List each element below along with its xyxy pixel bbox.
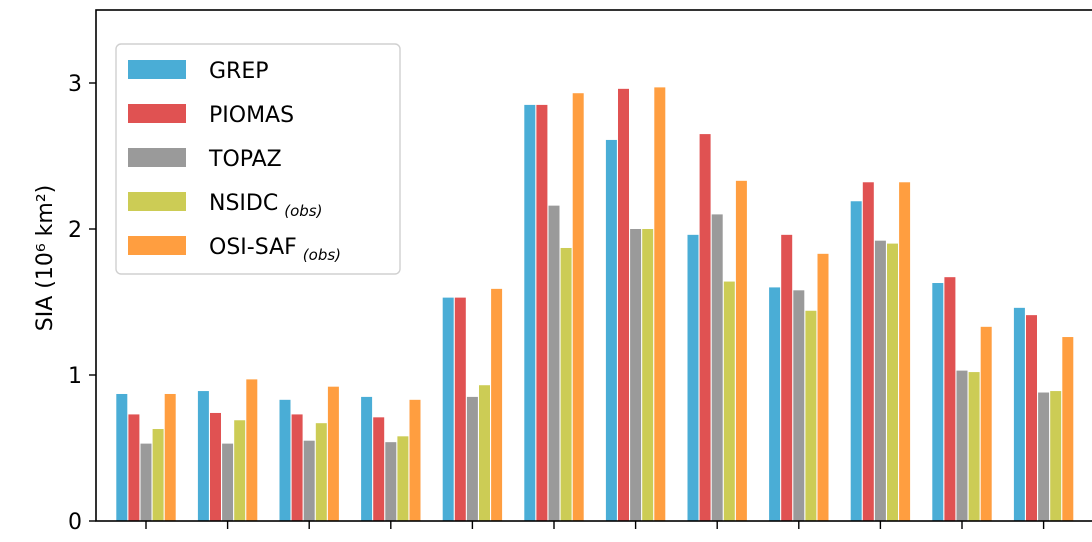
- bar-topaz-6: [548, 205, 560, 521]
- bar-nsidc-9: [805, 310, 817, 521]
- axes-group: 0 1 2 3: [68, 9, 1092, 535]
- legend-swatch-grep: [128, 60, 186, 79]
- bar-osi-saf-3: [327, 386, 339, 521]
- bars-group: [116, 87, 1074, 522]
- bar-grep-12: [1013, 307, 1025, 521]
- legend-label-nsidc: NSIDC (obs): [209, 191, 322, 220]
- bar-osi-saf-2: [246, 379, 258, 521]
- bar-topaz-4: [385, 442, 397, 521]
- bar-piomas-2: [210, 412, 221, 521]
- bar-nsidc-7: [642, 229, 654, 521]
- bar-grep-9: [769, 287, 781, 521]
- bar-grep-5: [442, 297, 454, 521]
- legend-swatch-piomas: [128, 104, 186, 123]
- bar-piomas-7: [618, 88, 629, 521]
- bar-osi-saf-7: [654, 87, 666, 521]
- plot-frame: [95, 9, 1092, 522]
- bar-piomas-10: [862, 182, 874, 521]
- bar-grep-3: [279, 399, 291, 521]
- bar-topaz-9: [793, 290, 805, 521]
- bar-topaz-8: [711, 214, 723, 521]
- bar-grep-2: [197, 391, 209, 521]
- bar-topaz-5: [466, 396, 478, 521]
- bar-topaz-12: [1038, 392, 1050, 521]
- legend-swatch-osi-saf: [128, 236, 186, 255]
- y-axis-label: SIA (10⁶ km²): [33, 185, 58, 331]
- bar-nsidc-8: [723, 281, 735, 521]
- bar-osi-saf-11: [980, 326, 992, 521]
- y-tick-label-3: 3: [68, 72, 82, 97]
- bar-piomas-4: [373, 417, 385, 521]
- bar-nsidc-2: [234, 420, 246, 521]
- bar-piomas-5: [454, 297, 466, 521]
- bar-grep-10: [850, 201, 862, 521]
- bar-piomas-6: [536, 104, 548, 522]
- bar-osi-saf-12: [1062, 337, 1074, 521]
- bar-piomas-3: [291, 414, 303, 521]
- bar-osi-saf-8: [735, 180, 747, 521]
- bar-piomas-11: [944, 277, 956, 521]
- bar-grep-11: [932, 283, 944, 521]
- bar-osi-saf-6: [572, 93, 584, 521]
- bar-nsidc-4: [397, 436, 409, 521]
- y-tick-label-1: 1: [68, 364, 82, 389]
- bar-grep-6: [524, 104, 536, 522]
- bar-nsidc-1: [152, 429, 164, 521]
- bar-nsidc-10: [887, 243, 898, 521]
- bar-topaz-3: [303, 440, 315, 521]
- legend-label-grep: GREP: [209, 59, 269, 84]
- bar-nsidc-11: [968, 372, 980, 521]
- bar-grep-8: [687, 234, 699, 521]
- bar-topaz-1: [140, 443, 152, 521]
- legend-suffix-nsidc: (obs): [284, 202, 322, 220]
- bar-nsidc-3: [315, 423, 327, 521]
- bar-topaz-11: [956, 370, 968, 521]
- bar-grep-1: [116, 393, 128, 521]
- bar-osi-saf-1: [164, 393, 176, 521]
- legend-label-piomas: PIOMAS: [209, 103, 294, 128]
- bar-grep-7: [605, 139, 617, 521]
- bar-topaz-7: [630, 229, 642, 521]
- y-tick-label-2: 2: [68, 218, 82, 243]
- bar-grep-4: [361, 396, 373, 521]
- bar-nsidc-5: [479, 385, 490, 521]
- bar-osi-saf-5: [491, 288, 503, 521]
- bar-piomas-1: [128, 414, 140, 521]
- bar-piomas-8: [699, 134, 711, 521]
- bar-nsidc-12: [1050, 391, 1062, 521]
- bar-osi-saf-9: [817, 253, 829, 521]
- legend-swatch-topaz: [128, 148, 186, 167]
- bar-nsidc-6: [560, 247, 572, 522]
- legend-suffix-osi-saf: (obs): [303, 246, 341, 264]
- bar-topaz-10: [874, 240, 886, 521]
- y-tick-label-0: 0: [68, 510, 82, 535]
- bar-osi-saf-10: [899, 182, 911, 521]
- bar-piomas-12: [1026, 315, 1037, 521]
- bar-topaz-2: [222, 443, 234, 521]
- bar-osi-saf-4: [409, 399, 421, 521]
- bar-piomas-9: [781, 234, 793, 521]
- legend-swatch-nsidc: [128, 192, 186, 211]
- legend-label-topaz: TOPAZ: [208, 147, 282, 172]
- legend-box: [115, 43, 401, 275]
